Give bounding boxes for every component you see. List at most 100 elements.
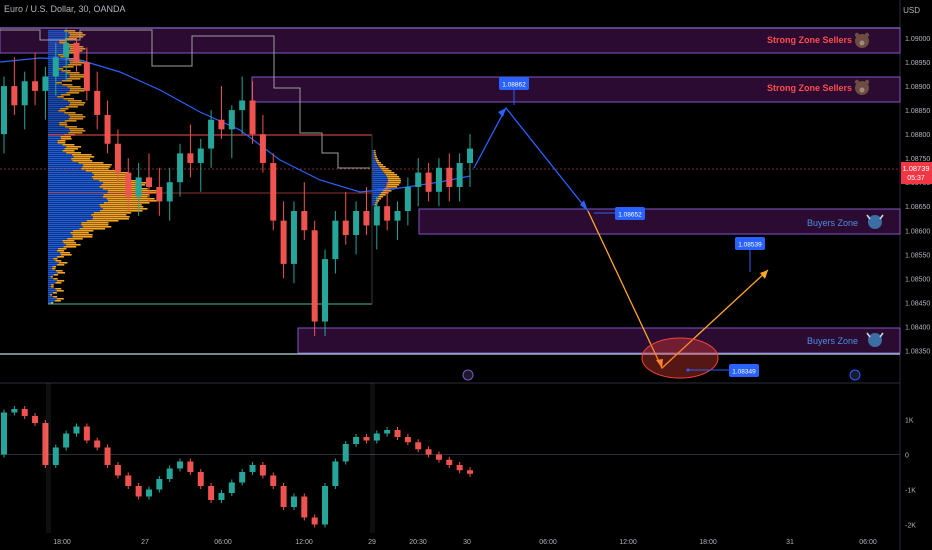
candle [11, 57, 18, 115]
candle [218, 86, 225, 139]
bear-icon [854, 32, 870, 48]
price-axis[interactable]: 1.09000 1.08950 1.08900 1.08850 1.08800 1.087… [905, 36, 930, 355]
time-tick-label: 06:00 [859, 539, 877, 546]
candle [32, 52, 39, 106]
profile-bar-orange [386, 176, 400, 178]
profile-bar-blue [48, 128, 69, 130]
projection-label-4[interactable]: 1.08349 [686, 364, 760, 377]
oscillator-axis: 1K 0 -1K -2K [905, 418, 916, 530]
candle [311, 220, 318, 336]
candle [239, 76, 246, 135]
osc-candle [332, 458, 339, 489]
candle [63, 28, 70, 82]
profile-bar-orange [78, 162, 104, 164]
candle [197, 138, 204, 192]
projection-label-2[interactable]: 1.08652 [594, 207, 645, 220]
profile-bar-orange [64, 112, 76, 114]
price-tick-label: 1.09000 [905, 36, 930, 43]
profile-bar-orange [67, 100, 82, 102]
profile-bar-orange [91, 176, 128, 178]
profile-bar-orange [55, 288, 62, 290]
svg-text:1.08539: 1.08539 [738, 242, 762, 249]
profile-bar-orange [99, 186, 142, 188]
candles [1, 28, 473, 336]
osc-tick-label: 1K [905, 418, 914, 425]
profile-bar-blue [372, 178, 388, 180]
candle [135, 162, 142, 216]
time-tick-label: 31 [786, 539, 794, 546]
profile-bar-orange [99, 180, 141, 182]
session-marker [46, 383, 51, 533]
candle [21, 71, 28, 130]
profile-bar-blue [48, 54, 59, 56]
profile-bar-orange [50, 294, 53, 296]
profile-bar-blue [48, 302, 51, 304]
profile-bar-orange [56, 68, 64, 70]
profile-bar-blue [48, 178, 94, 180]
profile-bar-orange [53, 274, 59, 276]
profile-bar-blue [48, 76, 70, 78]
event-icon[interactable] [462, 369, 474, 381]
profile-bar-blue [48, 230, 73, 232]
time-tick-label: 06:00 [539, 539, 557, 546]
profile-bar-orange [374, 152, 376, 154]
profile-bar-blue [48, 234, 73, 236]
zone-label-buyers-2: Buyers Zone [807, 336, 858, 346]
profile-bar-orange [68, 32, 83, 34]
profile-bar-orange [72, 160, 93, 162]
osc-candle [239, 469, 246, 486]
oscillator-panel [0, 406, 900, 528]
profile-bar-blue [48, 270, 57, 272]
time-axis[interactable]: 18:00 27 06:00 12:00 29 20:30 30 06:00 12:00 18:0… [53, 539, 877, 546]
svg-text:1.08739: 1.08739 [902, 164, 929, 173]
profile-bar-blue [48, 240, 63, 242]
profile-bar-blue [48, 266, 53, 268]
buyers-zone-2[interactable] [297, 327, 901, 354]
profile-bar-blue [48, 190, 108, 192]
profile-bar-orange [82, 226, 112, 228]
profile-bar-orange [57, 142, 66, 144]
profile-bar-blue [372, 166, 380, 168]
profile-bar-blue [48, 222, 82, 224]
profile-bar-orange [375, 200, 380, 202]
profile-bar-blue [48, 90, 70, 92]
profile-bar-blue [48, 278, 54, 280]
osc-candle [1, 409, 7, 458]
profile-bar-orange [69, 74, 85, 76]
candle [249, 81, 256, 144]
profile-bar-orange [57, 96, 64, 98]
profile-bar-blue [48, 138, 61, 140]
profile-bar-orange [375, 160, 380, 162]
projection-label-1[interactable]: 1.08862 [499, 77, 529, 105]
profile-bar-orange [53, 278, 58, 280]
profile-bar-orange [53, 258, 58, 260]
osc-candle [218, 490, 225, 503]
strong-sellers-zone-1[interactable] [0, 27, 901, 54]
projection-arrowhead-3 [656, 359, 663, 368]
profile-bar-orange [379, 166, 386, 168]
profile-bar-orange [378, 196, 384, 198]
zone-label-sellers-2: Strong Zone Sellers [767, 83, 852, 93]
profile-bar-orange [55, 282, 62, 284]
projection-arrowhead-4 [760, 270, 768, 279]
strong-sellers-zone-2[interactable] [251, 76, 901, 103]
candle [280, 201, 287, 279]
moving-average-line [0, 57, 471, 193]
projection-path-blue [473, 106, 589, 212]
buyers-zone-1[interactable] [418, 208, 901, 235]
profile-bar-blue [48, 184, 102, 186]
candle [114, 129, 121, 183]
profile-bar-blue [48, 144, 63, 146]
projection-label-3[interactable]: 1.08539 [735, 237, 765, 272]
event-icon-2[interactable] [849, 369, 861, 381]
profile-bar-blue [48, 116, 70, 118]
candle [270, 153, 277, 231]
profile-bar-blue [48, 292, 53, 294]
price-tick-label: 1.08650 [905, 204, 930, 211]
profile-bar-orange [93, 178, 131, 180]
profile-bar-orange [59, 40, 67, 42]
profile-bar-blue [48, 110, 59, 112]
price-tick-label: 1.08800 [905, 132, 930, 139]
